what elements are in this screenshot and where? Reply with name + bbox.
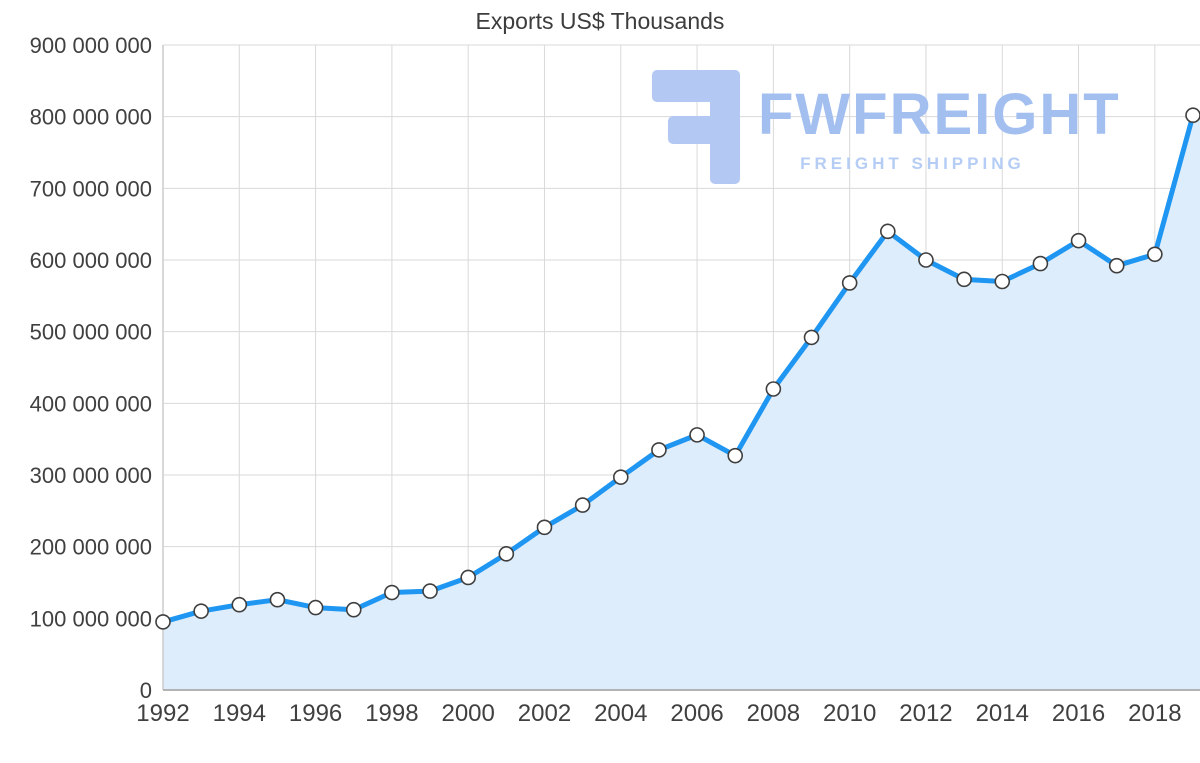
x-axis-label: 2004 [594, 700, 647, 727]
fwfreight-logo-icon [652, 70, 740, 184]
watermark: FWFREIGHT FREIGHT SHIPPING [648, 68, 1121, 186]
x-axis-label: 1996 [289, 700, 342, 727]
data-line [160, 112, 1196, 625]
y-axis-label: 600 000 000 [30, 248, 152, 273]
data-point-marker [155, 614, 171, 630]
data-point-marker [612, 469, 629, 485]
data-point-marker [460, 569, 476, 586]
x-axis-label: 2014 [976, 700, 1029, 727]
y-axis-label: 900 000 000 [30, 33, 152, 58]
data-point-marker [841, 275, 858, 291]
data-point-marker [498, 546, 515, 562]
data-point-marker [384, 584, 400, 601]
y-axis-label: 400 000 000 [30, 391, 152, 416]
y-axis-label: 700 000 000 [30, 176, 152, 201]
x-axis-label: 1994 [213, 700, 266, 727]
chart-title: Exports US$ Thousands [475, 8, 725, 34]
y-axis-label: 800 000 000 [30, 105, 152, 130]
x-axis-label: 2012 [899, 700, 952, 727]
area-fill [163, 115, 1200, 690]
data-point-marker [1108, 257, 1125, 274]
x-axis-label: 1992 [136, 700, 189, 727]
x-axis-label: 2000 [441, 700, 494, 727]
x-axis-label: 2002 [518, 700, 571, 727]
data-point-marker [880, 223, 896, 240]
data-point-marker [536, 519, 553, 536]
data-point-marker [231, 596, 248, 613]
x-axis-label: 2018 [1128, 700, 1181, 727]
data-point-marker [574, 497, 591, 513]
data-point-marker [193, 603, 209, 619]
data-point-marker [1070, 232, 1087, 249]
y-axis-label: 500 000 000 [30, 320, 152, 345]
data-point-marker [1185, 107, 1200, 124]
data-point-marker [1032, 255, 1049, 272]
data-point-marker [345, 601, 362, 618]
data-point-marker [307, 599, 324, 616]
y-axis-label: 100 000 000 [30, 606, 152, 631]
data-point-marker [918, 252, 934, 268]
data-point-marker [956, 271, 972, 288]
x-axis-label: 2016 [1052, 700, 1105, 727]
watermark-text-block: FWFREIGHT FREIGHT SHIPPING [758, 68, 1121, 174]
x-axis-label: 2006 [670, 700, 723, 727]
data-point-marker [765, 381, 782, 397]
watermark-brand: FWFREIGHT [758, 82, 1121, 147]
data-point-marker [651, 442, 667, 458]
y-axis-label: 300 000 000 [30, 463, 152, 488]
x-axis-label: 2008 [747, 700, 800, 727]
data-point-marker [689, 427, 705, 443]
x-axis-label: 2010 [823, 700, 876, 727]
y-axis-label: 200 000 000 [30, 535, 152, 560]
x-axis-label: 1998 [365, 700, 418, 727]
data-point-marker [1147, 246, 1163, 263]
data-point-marker [994, 273, 1011, 290]
watermark-tagline: FREIGHT SHIPPING [800, 154, 1025, 173]
data-point-marker [422, 583, 438, 599]
data-point-marker [269, 591, 286, 608]
y-axis-label: 0 [140, 678, 152, 703]
data-point-marker [803, 329, 820, 346]
data-point-marker [727, 447, 744, 464]
